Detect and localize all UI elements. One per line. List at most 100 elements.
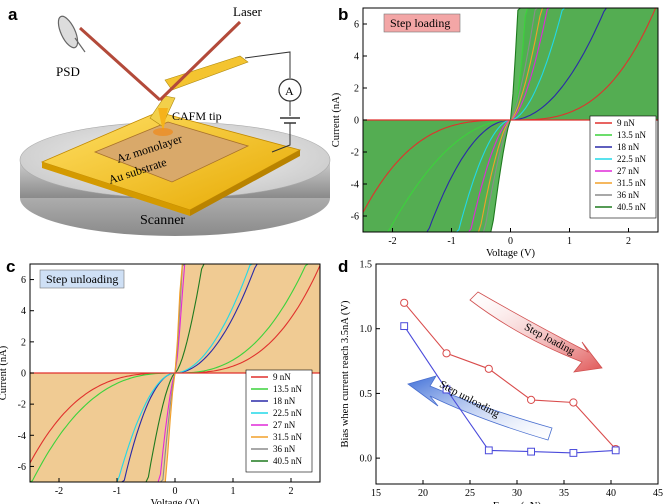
series-line-unloading	[403, 325, 616, 454]
data-point-unloading	[442, 385, 451, 394]
data-point-loading	[400, 298, 409, 307]
laser-beam-reflected	[78, 26, 162, 102]
x-tick-label: 1	[231, 486, 236, 497]
tip-label: CAFM tip	[172, 109, 222, 123]
chart-title-box	[39, 269, 125, 289]
y-tick-label: 6	[21, 275, 26, 286]
x-tick-label: 2	[289, 486, 294, 497]
x-axis-label: Voltage (V)	[150, 498, 200, 504]
legend-label: 31.5 nN	[617, 178, 647, 188]
data-point-loading	[442, 349, 451, 358]
x-tick-label: 0	[173, 486, 178, 497]
y-tick-label: 4	[21, 306, 26, 317]
legend-label: 22.5 nN	[273, 408, 303, 418]
y-axis-label: Current (nA)	[0, 345, 9, 400]
x-axis-label: Force (nN)	[493, 500, 542, 504]
legend-label: 18 nN	[617, 142, 640, 152]
y-tick-label: 4	[354, 52, 359, 63]
tip-glow	[153, 128, 173, 136]
cantilever-arm	[164, 55, 249, 91]
chart-title-box	[383, 13, 461, 33]
circuit-wire-top	[244, 51, 291, 78]
legend-box	[245, 369, 313, 473]
laser-beam-incident	[158, 20, 242, 102]
x-tick-label: 45	[653, 488, 663, 499]
x-tick-label: 2	[626, 236, 631, 247]
y-axis-label: Bias when current reach 3.5nA (V)	[340, 300, 351, 447]
cafm-tip	[158, 108, 168, 132]
legend-label: 31.5 nN	[273, 432, 303, 442]
loading-arrow	[469, 291, 603, 373]
chart-b-plot-area	[363, 8, 658, 232]
x-tick-label: -1	[447, 236, 455, 247]
legend-label: 40.5 nN	[617, 202, 647, 212]
y-tick-label: -6	[18, 462, 26, 473]
psd-detector	[57, 15, 79, 49]
y-tick-label: 2	[21, 337, 26, 348]
panel-b: b	[338, 5, 348, 24]
panel-b-letter: b	[338, 5, 348, 24]
chart-b: -2 -1 0 1 2 -6 -4 -2 0 2 4 6 Voltage (V) Current (nA)…	[331, 7, 659, 259]
psd-mount	[74, 37, 86, 53]
y-tick-label: 6	[354, 20, 359, 31]
data-point-loading	[569, 398, 578, 407]
legend-label: 18 nN	[273, 396, 296, 406]
x-tick-label: 25	[465, 488, 475, 499]
x-tick-label: 20	[418, 488, 428, 499]
laser-label: Laser	[233, 4, 263, 19]
legend-label: 36 nN	[273, 444, 296, 454]
y-axis-label: Current (nA)	[331, 92, 342, 147]
x-tick-label: -2	[55, 486, 63, 497]
x-tick-label: 30	[512, 488, 522, 499]
chart-c: -2 -1 0 1 2 -6 -4 -2 0 2 4 6 Voltage (V) Current (nA)…	[0, 263, 321, 504]
x-tick-label: -1	[113, 486, 121, 497]
data-point-unloading	[484, 446, 493, 455]
data-point-unloading	[611, 446, 620, 455]
x-axis-label: Voltage (V)	[486, 248, 536, 259]
legend-label: 9 nN	[273, 372, 291, 382]
legend-label: 13.5 nN	[273, 384, 303, 394]
y-tick-label: -6	[351, 212, 359, 223]
legend-label: 9 nN	[617, 118, 635, 128]
au-substrate-edge-right	[190, 150, 300, 216]
chart-d: 15 20 25 30 35 40 45 0.0 0.5 1.0 1.5 Force (nN) Bias…	[340, 260, 663, 504]
panel-a-letter: a	[8, 5, 18, 24]
annotation-loading: Step loading	[522, 321, 577, 358]
panel-a: a Scanner Az monolayer Au substrate CAFM…	[8, 4, 331, 236]
y-tick-label: -2	[351, 148, 359, 159]
psd-label: PSD	[56, 64, 80, 79]
x-tick-label: 15	[371, 488, 381, 499]
data-point-unloading	[527, 447, 536, 456]
y-tick-label: 0	[354, 116, 359, 127]
y-tick-label: 0	[21, 369, 26, 380]
legend-label: 13.5 nN	[617, 130, 647, 140]
legend-label: 36 nN	[617, 190, 640, 200]
x-tick-label: 1	[567, 236, 572, 247]
panel-d-letter: d	[338, 257, 348, 276]
data-point-loading	[484, 364, 493, 373]
panel-c-letter: c	[6, 257, 15, 276]
az-monolayer	[93, 121, 250, 183]
x-tick-label: 0	[508, 236, 513, 247]
series-line-loading	[403, 302, 617, 450]
legend-label: 27 nN	[617, 166, 640, 176]
scanner-label: Scanner	[140, 213, 185, 228]
legend-label: 40.5 nN	[273, 456, 303, 466]
x-tick-label: 35	[559, 488, 569, 499]
chart-c-plot-area	[30, 264, 320, 482]
panel-c: c	[6, 257, 15, 276]
chart-title: Step loading	[390, 16, 450, 30]
au-substrate-edge	[42, 162, 190, 216]
data-point-unloading	[400, 322, 409, 331]
y-tick-label: 1.5	[360, 260, 373, 271]
legend-label: 22.5 nN	[617, 154, 647, 164]
legend-label: 27 nN	[273, 420, 296, 430]
y-tick-label: -2	[18, 400, 26, 411]
y-tick-label: -4	[18, 431, 26, 442]
x-tick-label: -2	[388, 236, 396, 247]
legend-box	[589, 115, 657, 219]
y-tick-label: 1.0	[360, 324, 373, 335]
chart-title: Step unloading	[46, 272, 118, 286]
y-tick-label: -4	[351, 180, 359, 191]
